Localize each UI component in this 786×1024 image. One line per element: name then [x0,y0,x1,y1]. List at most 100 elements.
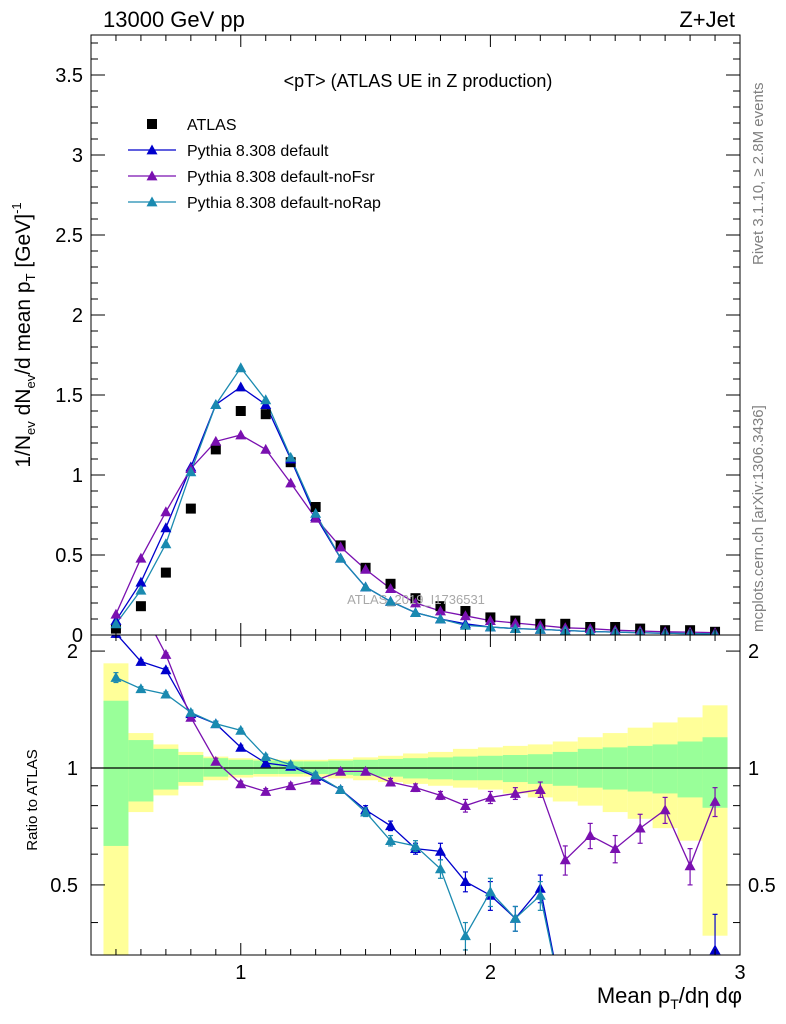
ratio-point [135,656,147,666]
main-mc-point [210,435,222,446]
ratio-band-stat [652,744,678,794]
ratio-band-stat [228,759,254,775]
legend: ATLAS Pythia 8.308 default Pythia 8.308 de… [128,117,381,212]
ratio-point [659,804,671,815]
rivet-note: Rivet 3.1.10, ≥ 2.8M events [750,83,767,266]
main-y-tick-label: 1.5 [55,385,83,407]
header-process-label: Z+Jet [679,7,735,32]
main-data-point [210,444,221,455]
ratio-point [260,751,272,761]
ratio-series-line [154,635,716,868]
main-mc-point [484,615,496,625]
ratio-y-tick-label-right: 2 [748,641,759,663]
ratio-y-tick-label: 0.5 [50,875,78,897]
main-mc-point [110,618,122,629]
ratio-point [385,835,397,846]
main-y-tick-label: 0.5 [55,545,83,567]
main-mc-point [509,623,521,633]
main-data-point [135,601,146,612]
main-mc-point [110,608,122,619]
x-tick-label: 3 [734,962,745,984]
main-mc-point [135,576,147,587]
ratio-y-axis-label: Ratio to ATLAS [24,749,41,850]
main-data-point [110,623,121,634]
ratio-point [160,648,172,659]
ratio-point [434,789,446,800]
main-mc-point [185,466,197,477]
ratio-point [235,741,247,752]
main-mc-point [235,362,247,373]
ratio-band-stat [128,740,154,802]
main-y-tick-label: 1 [72,465,83,487]
main-mc-point [459,610,471,621]
main-mc-point [434,613,446,624]
main-mc-point [360,581,372,592]
ratio-point [260,785,272,796]
legend-marker-atlas [147,119,157,129]
legend-marker [146,196,158,207]
ratio-point [484,886,496,897]
ratio-point [235,724,247,735]
ratio-point [509,912,521,923]
main-mc-point [135,552,147,563]
ratio-uncertainty-bands [91,663,740,955]
ratio-point [609,843,621,854]
main-y-axis-label: 1/Nev dNev/d mean pT [GeV]-1 [9,202,38,467]
main-mc-point [160,522,172,533]
ratio-point [310,774,322,785]
ratio-point [260,757,272,768]
main-mc-point [210,399,222,409]
main-y-tick-label: 2 [72,305,83,327]
x-axis-label: Mean pT/dη dφ [597,983,742,1012]
ratio-point [410,782,421,793]
ratio-point [185,706,197,717]
main-mc-point [235,381,247,392]
x-tick-label: 1 [235,962,246,984]
main-mc-point [509,617,521,628]
ratio-band-stat [677,741,703,798]
main-data-point [260,409,271,420]
legend-label: Pythia 8.308 default-noRap [187,195,381,212]
main-mc-point [335,541,347,552]
main-mc-point [360,563,372,574]
ratio-point [634,822,646,833]
ratio-point [110,672,122,682]
ratio-point [709,795,721,806]
ratio-point [360,765,372,776]
ratio-point [285,759,297,770]
analysis-watermark: ATLAS_2019_I1736531 [347,592,485,607]
ratio-point [235,778,247,789]
ratio-y-tick-label-right: 0.5 [748,875,776,897]
ratio-point [684,860,696,871]
header-beam-label: 13000 GeV pp [103,7,245,32]
ratio-point [434,845,446,856]
ratio-point [484,791,496,802]
main-mc-point [434,605,446,616]
main-mc-point [310,507,322,518]
main-mc-point [160,538,172,549]
ratio-point [534,784,546,794]
ratio-point [410,840,421,851]
axes-ticks: 1 2 3 0 0.5 1 1.5 2 2.5 3 3.5 0.5 0.5 1 1 2 2 [50,35,776,984]
ratio-y-tick-label: 2 [67,641,78,663]
ratio-y-tick-label: 1 [67,758,78,780]
main-mc-point [335,552,347,563]
ratio-point [335,784,347,794]
ratio-point [210,718,222,729]
ratio-point [160,688,172,699]
ratio-point [210,755,222,766]
main-mc-point [160,506,172,517]
ratio-panel-marks [110,635,721,955]
legend-marker [146,144,158,155]
main-mc-point [385,595,397,606]
x-tick-label: 2 [485,962,496,984]
ratio-point [285,780,297,791]
main-mc-point [385,583,397,593]
ratio-point [559,854,571,865]
ratio-point [459,800,471,811]
main-mc-point [260,394,272,405]
legend-label: Pythia 8.308 default [187,143,329,160]
ratio-band-stat [552,751,578,786]
ratio-point [385,820,397,831]
